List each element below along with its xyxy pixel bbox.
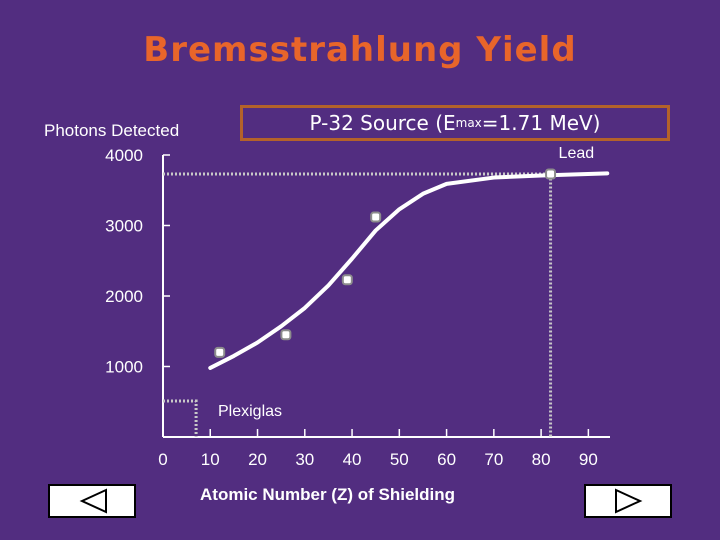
source-label-suffix: =1.71 MeV) bbox=[481, 111, 601, 135]
source-label-box: P-32 Source (E max =1.71 MeV) bbox=[240, 105, 670, 141]
data-point bbox=[545, 168, 557, 180]
lead-label: Lead bbox=[559, 145, 595, 162]
plexiglas-guide-line bbox=[163, 399, 198, 437]
plexiglas-label: Plexiglas bbox=[218, 403, 282, 420]
y-tick-label: 3000 bbox=[105, 217, 143, 236]
data-point bbox=[341, 274, 353, 286]
slide-title: Bremsstrahlung Yield bbox=[143, 30, 577, 70]
triangle-right-icon bbox=[615, 488, 643, 514]
lead-guide-line bbox=[163, 172, 553, 437]
triangle-left-icon bbox=[79, 488, 107, 514]
data-point bbox=[370, 211, 382, 223]
x-tick-label: 60 bbox=[437, 450, 456, 469]
source-label-sub: max bbox=[455, 116, 482, 130]
data-point bbox=[214, 346, 226, 358]
x-tick-label: 80 bbox=[532, 450, 551, 469]
x-axis-label: Atomic Number (Z) of Shielding bbox=[200, 485, 455, 504]
trend-curve bbox=[208, 171, 610, 370]
y-axis-label: Photons Detected bbox=[44, 121, 180, 140]
y-tick-label: 4000 bbox=[105, 146, 143, 165]
x-tick-label: 0 bbox=[158, 450, 167, 469]
next-slide-button[interactable] bbox=[584, 484, 672, 518]
y-tick-label: 1000 bbox=[105, 358, 143, 377]
x-tick-label: 70 bbox=[484, 450, 503, 469]
x-tick-label: 30 bbox=[295, 450, 314, 469]
x-tick-label: 40 bbox=[343, 450, 362, 469]
x-tick-label: 10 bbox=[201, 450, 220, 469]
x-tick-label: 50 bbox=[390, 450, 409, 469]
previous-slide-button[interactable] bbox=[48, 484, 136, 518]
x-tick-label: 20 bbox=[248, 450, 267, 469]
x-tick-label: 90 bbox=[579, 450, 598, 469]
source-label-prefix: P-32 Source (E bbox=[309, 111, 456, 135]
y-tick-label: 2000 bbox=[105, 287, 143, 306]
data-point bbox=[280, 329, 292, 341]
